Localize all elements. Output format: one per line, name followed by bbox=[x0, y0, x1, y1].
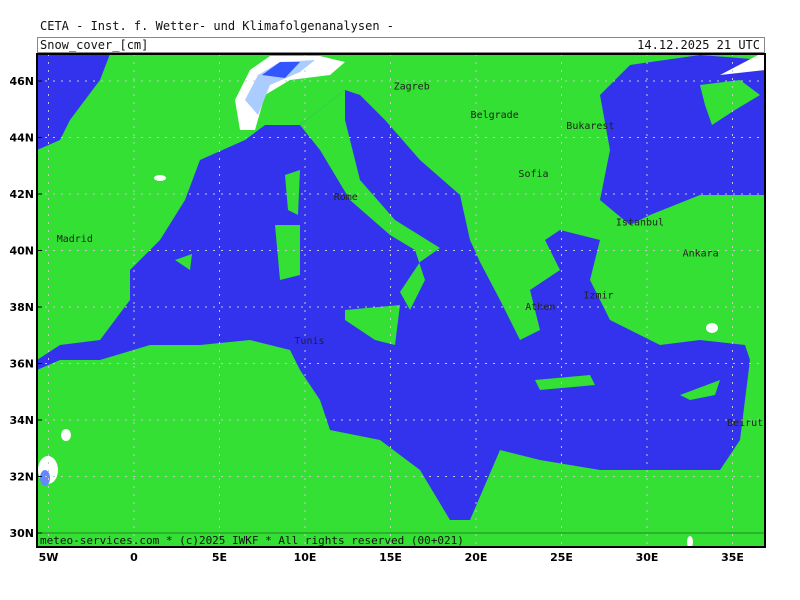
lon-tick-label: 5W bbox=[39, 551, 59, 564]
lon-tick-label: 5E bbox=[212, 551, 227, 564]
sicily bbox=[345, 305, 400, 345]
city-label: Madrid bbox=[57, 234, 93, 245]
axis-labels: 46N 44N 42N 40N 38N 36N 34N 32N 30N 5W 0 5E 10E 15E 20… bbox=[9, 75, 743, 564]
crete bbox=[535, 375, 595, 390]
crimea bbox=[700, 80, 760, 125]
city-label: Istanbul bbox=[616, 217, 664, 228]
city-label: Beirut bbox=[727, 418, 763, 429]
snow-deep-atlas bbox=[40, 470, 50, 486]
lon-tick-label: 15E bbox=[379, 551, 402, 564]
copyright-footer: meteo-services.com * (c)2025 IWKF * All … bbox=[40, 534, 464, 547]
snow-patches-alps bbox=[235, 56, 345, 130]
map-frame bbox=[36, 53, 766, 548]
corsica bbox=[285, 170, 300, 215]
lon-tick-label: 0 bbox=[130, 551, 138, 564]
lat-tick-label: 30N bbox=[9, 527, 34, 540]
city-label: Tunis bbox=[294, 336, 324, 347]
city-label: Sofia bbox=[518, 169, 548, 180]
city-label: Izmir bbox=[583, 291, 613, 302]
lat-tick-label: 38N bbox=[9, 301, 34, 314]
lon-tick-label: 35E bbox=[721, 551, 744, 564]
city-label: Ankara bbox=[683, 248, 719, 259]
lat-tick-label: 44N bbox=[9, 132, 34, 145]
city-label: Zagreb bbox=[394, 82, 430, 93]
lon-tick-label: 25E bbox=[550, 551, 573, 564]
lon-tick-label: 20E bbox=[465, 551, 488, 564]
map-title-bar: Snow_cover_[cm] 14.12.2025 21 UTC bbox=[37, 37, 765, 53]
parameter-label: Snow_cover_[cm] bbox=[40, 38, 149, 52]
valid-time: 14.12.2025 21 UTC bbox=[637, 38, 760, 52]
lon-tick-label: 30E bbox=[636, 551, 659, 564]
lat-tick-label: 42N bbox=[9, 188, 34, 201]
lat-tick-label: 34N bbox=[9, 414, 34, 427]
sardinia bbox=[275, 225, 300, 280]
city-label: Athen bbox=[525, 302, 555, 313]
italy bbox=[300, 90, 440, 310]
lon-tick-label: 10E bbox=[294, 551, 317, 564]
atlantic-ocean bbox=[37, 54, 110, 150]
city-label: Bukarest bbox=[566, 121, 614, 132]
lat-tick-label: 36N bbox=[9, 358, 34, 371]
city-label: Belgrade bbox=[471, 110, 519, 121]
city-label: Rome bbox=[334, 192, 358, 203]
mallorca bbox=[175, 254, 192, 270]
mediterranean-sea bbox=[37, 90, 750, 520]
institute-header: CETA - Inst. f. Wetter- und Klimafolgena… bbox=[40, 19, 395, 33]
city-labels: Zagreb Belgrade Bukarest Sofia Rome Istanbul M… bbox=[57, 82, 763, 429]
lat-tick-label: 40N bbox=[9, 245, 34, 258]
lat-tick-label: 32N bbox=[9, 471, 34, 484]
lat-tick-label: 46N bbox=[9, 75, 34, 88]
cyprus bbox=[680, 380, 720, 400]
